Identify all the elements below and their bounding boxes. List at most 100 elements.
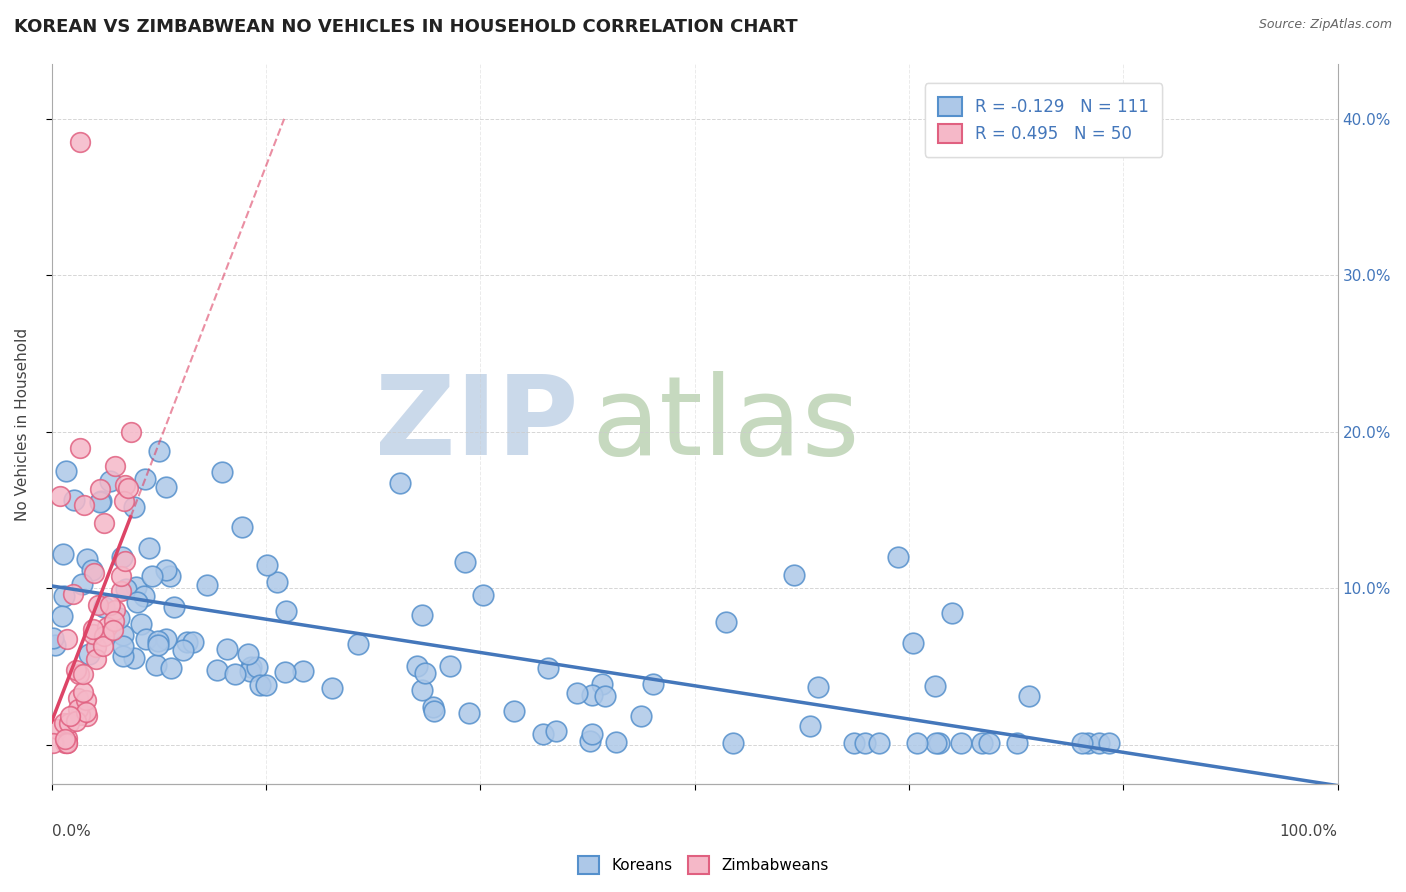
Point xyxy=(205,663,228,677)
Point xyxy=(155,632,177,647)
Point xyxy=(439,658,461,673)
Point xyxy=(129,617,152,632)
Point xyxy=(98,474,121,488)
Point xyxy=(44,638,66,652)
Point xyxy=(56,736,79,750)
Point xyxy=(56,632,79,646)
Point xyxy=(104,459,127,474)
Point xyxy=(231,520,253,534)
Point xyxy=(55,464,77,478)
Point xyxy=(160,661,183,675)
Point xyxy=(112,648,135,663)
Point xyxy=(69,136,91,150)
Point xyxy=(595,689,617,703)
Point xyxy=(55,732,77,747)
Point xyxy=(53,715,76,730)
Point xyxy=(75,705,97,719)
Point xyxy=(721,736,744,750)
Point xyxy=(82,627,104,641)
Legend: Koreans, Zimbabweans: Koreans, Zimbabweans xyxy=(571,850,835,880)
Point xyxy=(120,425,142,439)
Point xyxy=(76,552,98,566)
Point xyxy=(472,588,495,602)
Point xyxy=(75,692,97,706)
Point xyxy=(77,647,100,661)
Point xyxy=(842,736,865,750)
Point xyxy=(905,736,928,750)
Point xyxy=(807,680,830,694)
Point xyxy=(346,636,368,650)
Point xyxy=(114,478,136,492)
Point xyxy=(176,635,198,649)
Point xyxy=(134,472,156,486)
Point xyxy=(111,550,134,565)
Point xyxy=(977,736,1000,750)
Point xyxy=(163,600,186,615)
Point xyxy=(72,667,94,681)
Point xyxy=(56,731,79,745)
Point xyxy=(49,489,72,503)
Legend: R = -0.129   N = 111, R = 0.495   N = 50: R = -0.129 N = 111, R = 0.495 N = 50 xyxy=(925,83,1163,157)
Point xyxy=(111,640,134,654)
Point xyxy=(531,727,554,741)
Point xyxy=(69,442,91,456)
Point xyxy=(605,735,627,749)
Point xyxy=(172,643,194,657)
Point xyxy=(181,635,204,649)
Point xyxy=(1071,736,1094,750)
Point xyxy=(83,566,105,581)
Point xyxy=(155,563,177,577)
Point xyxy=(503,704,526,718)
Point xyxy=(211,465,233,479)
Point xyxy=(90,493,112,508)
Point xyxy=(581,689,603,703)
Point xyxy=(42,632,65,646)
Point xyxy=(93,629,115,643)
Point xyxy=(117,481,139,495)
Text: ZIP: ZIP xyxy=(375,370,579,477)
Text: atlas: atlas xyxy=(592,370,860,477)
Point xyxy=(941,607,963,621)
Point xyxy=(1088,736,1111,750)
Point xyxy=(411,607,433,622)
Point xyxy=(70,576,93,591)
Point xyxy=(86,640,108,654)
Point xyxy=(76,709,98,723)
Point xyxy=(799,719,821,733)
Point xyxy=(59,709,82,723)
Point xyxy=(924,736,946,750)
Point xyxy=(195,578,218,592)
Point xyxy=(72,684,94,698)
Point xyxy=(321,681,343,695)
Point xyxy=(565,686,588,700)
Point xyxy=(80,563,103,577)
Point xyxy=(135,632,157,646)
Point xyxy=(51,609,73,624)
Point xyxy=(215,642,238,657)
Point xyxy=(93,599,115,614)
Point xyxy=(122,651,145,665)
Point xyxy=(145,657,167,672)
Point xyxy=(104,603,127,617)
Point xyxy=(422,704,444,718)
Point xyxy=(254,678,277,692)
Point xyxy=(66,702,89,716)
Point xyxy=(887,549,910,564)
Point xyxy=(537,661,560,675)
Point xyxy=(970,736,993,750)
Point xyxy=(249,678,271,692)
Point xyxy=(127,595,149,609)
Y-axis label: No Vehicles in Household: No Vehicles in Household xyxy=(15,327,30,521)
Point xyxy=(389,476,412,491)
Point xyxy=(928,736,950,750)
Text: 100.0%: 100.0% xyxy=(1279,823,1337,838)
Point xyxy=(65,714,87,729)
Point xyxy=(56,736,79,750)
Point xyxy=(67,667,90,681)
Point xyxy=(155,480,177,494)
Point xyxy=(159,568,181,582)
Point xyxy=(578,734,600,748)
Point xyxy=(236,647,259,661)
Point xyxy=(901,636,924,650)
Point xyxy=(125,580,148,594)
